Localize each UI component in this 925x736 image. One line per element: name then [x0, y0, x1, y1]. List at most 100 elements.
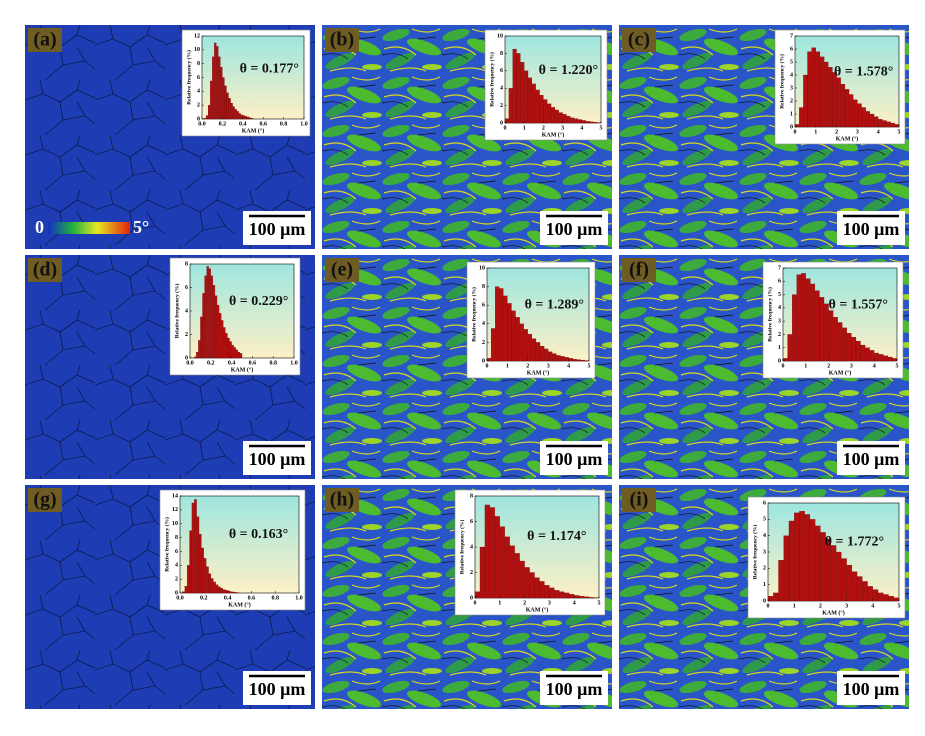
panel: (c) 100 μm 0 1 2 3 4 5 0 1 2 3 4 5 6 7 KAM (°) Relative f…	[619, 25, 909, 249]
y-tick-label: 2	[790, 98, 793, 104]
annotation: θ = 0.229°	[229, 294, 288, 309]
bar	[508, 88, 513, 124]
y-tick-label: 6	[482, 303, 485, 309]
bar	[196, 352, 199, 359]
bar	[853, 99, 858, 128]
y-tick-label: 2	[763, 566, 766, 572]
bar	[225, 333, 228, 359]
bar	[539, 581, 545, 599]
x-tick-label: 1	[523, 125, 526, 131]
x-tick-label: 0.4	[239, 121, 247, 127]
y-tick-label: 2	[175, 577, 178, 583]
x-tick-label: 0.6	[248, 595, 256, 601]
bar	[524, 70, 529, 124]
bar	[828, 310, 834, 362]
bar	[194, 499, 197, 594]
y-tick-label: 0	[482, 358, 485, 364]
x-tick-label: 0.8	[269, 360, 277, 366]
bar	[846, 564, 852, 602]
bar	[511, 310, 516, 362]
y-tick-label: 0	[470, 595, 473, 601]
x-tick-label: 1	[793, 603, 796, 609]
panel: (a) 100 μm 0.0 0.2 0.4 0.6 0.8 1.0 0 2 4 6 8 10 12 KAM …	[25, 25, 315, 249]
y-axis-label: Relative frequency (%)	[458, 520, 465, 575]
y-tick-label: 0	[763, 598, 766, 604]
bar	[208, 105, 211, 120]
bar	[515, 317, 520, 362]
bar	[579, 595, 585, 599]
bar	[531, 338, 537, 362]
bar	[836, 551, 842, 602]
bar	[833, 317, 838, 362]
y-tick-label: 5	[763, 517, 766, 523]
bar	[198, 340, 201, 359]
bar	[535, 89, 540, 124]
y-axis-label: Relative frequency (%)	[751, 525, 758, 580]
panel-label-box	[325, 258, 359, 282]
bar	[809, 519, 816, 602]
panel: (i) 100 μm 0 1 2 3 4 5 0 1 2 3 4 5 6 KAM (°) Relative fr…	[619, 485, 909, 709]
y-tick-label: 0	[500, 120, 503, 126]
bar	[811, 47, 816, 128]
bar	[832, 72, 837, 128]
y-tick-label: 3	[763, 549, 766, 555]
bar	[520, 61, 525, 124]
y-tick-label: 0	[185, 355, 188, 361]
x-tick-label: 5	[600, 125, 603, 131]
bar	[778, 560, 784, 602]
bar	[888, 595, 894, 602]
x-tick-label: 4	[877, 129, 880, 135]
panel-label: (h)	[330, 489, 354, 511]
bar	[210, 275, 213, 359]
panel-label-box	[325, 488, 359, 512]
x-tick-label: 0	[794, 129, 797, 135]
bar	[490, 328, 496, 362]
bar	[878, 354, 884, 362]
panel-label: (d)	[33, 259, 57, 281]
bar	[550, 107, 556, 124]
x-tick-label: 5	[896, 363, 899, 369]
inset-histogram: 0 1 2 3 4 5 0 2 4 6 8 10 KAM (°) Relative frequency (…	[484, 29, 608, 141]
bar	[874, 352, 879, 362]
y-tick-label: 4	[197, 89, 200, 95]
x-tick-label: 0.0	[186, 360, 194, 366]
scale-bar-label: 100 μm	[249, 449, 306, 469]
bar	[882, 120, 887, 128]
x-tick-label: 0	[474, 600, 477, 606]
bar	[208, 268, 211, 359]
panel: (d) 100 μm 0.0 0.2 0.4 0.6 0.8 1.0 0 2 4 6 8 KAM (°) R…	[25, 255, 315, 479]
x-tick-label: 0.6	[249, 360, 257, 366]
bar	[233, 347, 236, 359]
x-tick-label: 0.2	[219, 121, 227, 127]
x-tick-label: 0.2	[200, 595, 208, 601]
x-tick-label: 2	[523, 600, 526, 606]
x-tick-label: 2	[835, 129, 838, 135]
x-tick-label: 2	[827, 363, 830, 369]
scale-bar-label: 100 μm	[546, 219, 603, 239]
bar	[236, 111, 239, 120]
bar	[851, 336, 857, 362]
bar	[857, 103, 862, 128]
bar	[887, 356, 893, 362]
y-tick-label: 0	[790, 124, 793, 130]
bar	[865, 111, 870, 128]
bar	[894, 124, 900, 128]
x-tick-label: 3	[850, 363, 853, 369]
bar	[223, 327, 226, 359]
bar	[216, 305, 220, 359]
bar	[830, 545, 837, 602]
bar	[841, 558, 847, 602]
bar	[234, 592, 238, 594]
y-tick-label: 8	[482, 284, 485, 290]
bar	[231, 344, 234, 359]
bar	[883, 594, 889, 602]
scale-bar-label: 100 μm	[843, 449, 900, 469]
bar	[862, 581, 868, 602]
x-tick-label: 1	[506, 363, 509, 369]
bar	[837, 322, 843, 362]
y-tick-label: 1	[763, 582, 766, 588]
bar	[227, 590, 231, 594]
bar	[507, 303, 512, 362]
bar	[796, 274, 802, 362]
x-tick-label: 0.2	[207, 360, 215, 366]
